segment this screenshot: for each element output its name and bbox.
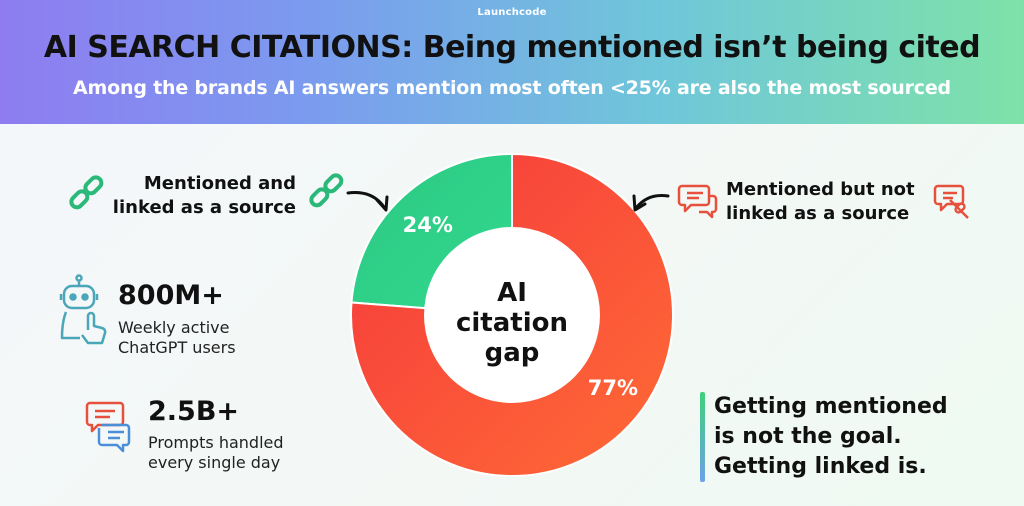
- center-label-line3: gap: [484, 338, 540, 368]
- linked-label: Mentioned and linked as a source: [106, 172, 296, 220]
- chat-no-link-icon: [933, 184, 969, 219]
- header-banner: Launchcode AI SEARCH CITATIONS: Being me…: [0, 0, 1024, 124]
- stat-label-prompts-line1: Prompts handled: [148, 433, 284, 452]
- takeaway-line1: Getting mentioned: [714, 394, 948, 419]
- linked-label-line2: linked as a source: [112, 197, 296, 218]
- center-label-line2: citation: [455, 308, 568, 338]
- arrow-head-linked: [375, 195, 389, 212]
- stat-label-users-line2: ChatGPT users: [118, 338, 236, 357]
- donut-hole: [424, 227, 600, 403]
- chat-bubbles-icon: [85, 401, 131, 453]
- link-icon: [69, 175, 104, 210]
- linked-label-line1: Mentioned and: [143, 173, 296, 194]
- page-subtitle: Among the brands AI answers mention most…: [73, 77, 951, 99]
- takeaway-text: Getting mentioned is not the goal. Getti…: [714, 392, 1014, 482]
- robot-icon: [59, 274, 107, 345]
- arrow-head-not-linked: [632, 194, 647, 212]
- slice-label-linked: 24%: [403, 213, 453, 237]
- brand-logo: Launchcode: [477, 7, 547, 18]
- arrow-to-not-linked: [634, 194, 670, 210]
- not-linked-label: Mentioned but not linked as a source: [726, 178, 926, 226]
- center-label: AI citation gap: [442, 278, 582, 368]
- stat-label-users-line1: Weekly active: [118, 318, 230, 337]
- slice-label-not-linked: 77%: [588, 376, 638, 400]
- center-label-line1: AI: [497, 278, 527, 308]
- takeaway-line3: Getting linked is.: [714, 454, 927, 479]
- stat-value-prompts: 2.5B+: [148, 396, 240, 427]
- stat-value-users: 800M+: [118, 280, 224, 311]
- not-linked-label-line2: linked as a source: [726, 203, 910, 224]
- takeaway-accent-bar: [700, 392, 705, 482]
- stat-label-users: Weekly active ChatGPT users: [118, 318, 236, 358]
- link-icon: [309, 173, 344, 208]
- not-linked-label-line1: Mentioned but not: [726, 179, 915, 200]
- chat-bubble-icon: [677, 184, 718, 219]
- takeaway-line2: is not the goal.: [714, 424, 902, 449]
- stat-label-prompts-line2: every single day: [148, 453, 281, 472]
- page-title: AI SEARCH CITATIONS: Being mentioned isn…: [43, 30, 981, 65]
- stat-label-prompts: Prompts handled every single day: [148, 433, 284, 473]
